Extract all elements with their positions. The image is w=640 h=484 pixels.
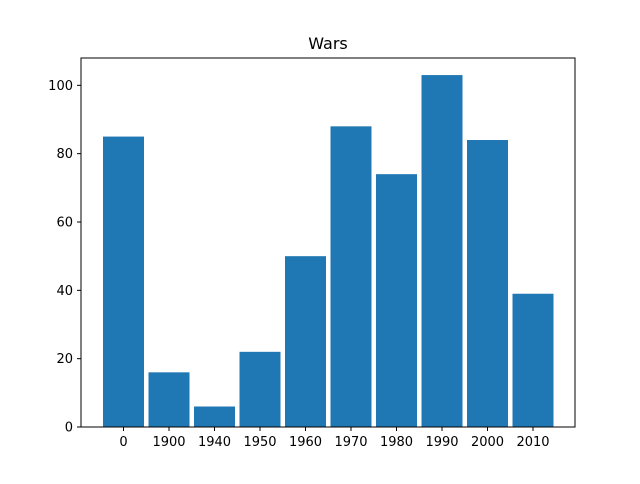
x-tick-label: 1980 [380,435,413,450]
x-tick-label: 1940 [198,435,231,450]
x-tick-label: 2000 [471,435,504,450]
bar-0 [103,136,144,427]
x-tick-label: 1900 [152,435,185,450]
bar-1990 [421,75,463,427]
y-tick-label: 80 [56,147,73,162]
bar-1960 [285,256,326,427]
chart-title: Wars [308,34,348,53]
y-axis: 0 20 40 60 80 100 [48,79,81,436]
bar-1940 [194,406,235,427]
bar-1980 [376,174,417,427]
x-tick-label: 1950 [243,435,276,450]
bar-1900 [148,372,190,427]
x-tick-label: 0 [119,435,127,450]
bar-1950 [239,351,281,427]
y-tick-label: 100 [48,79,73,94]
plot-frame [80,57,576,428]
y-tick-label: 0 [65,421,73,436]
bars-layer [103,75,554,427]
y-tick-label: 40 [56,284,73,299]
x-tick-label: 1960 [289,435,322,450]
bar-2000 [467,140,508,427]
bar-1970 [330,126,372,427]
x-tick-label: 1970 [334,435,367,450]
bar-2010 [512,293,554,427]
x-axis: 0 1900 1940 1950 1960 1970 1980 1990 2000 2010 [119,427,550,450]
x-tick-label: 2010 [516,435,549,450]
y-tick-label: 20 [56,352,73,367]
x-tick-label: 1990 [425,435,458,450]
y-tick-label: 60 [56,216,73,231]
